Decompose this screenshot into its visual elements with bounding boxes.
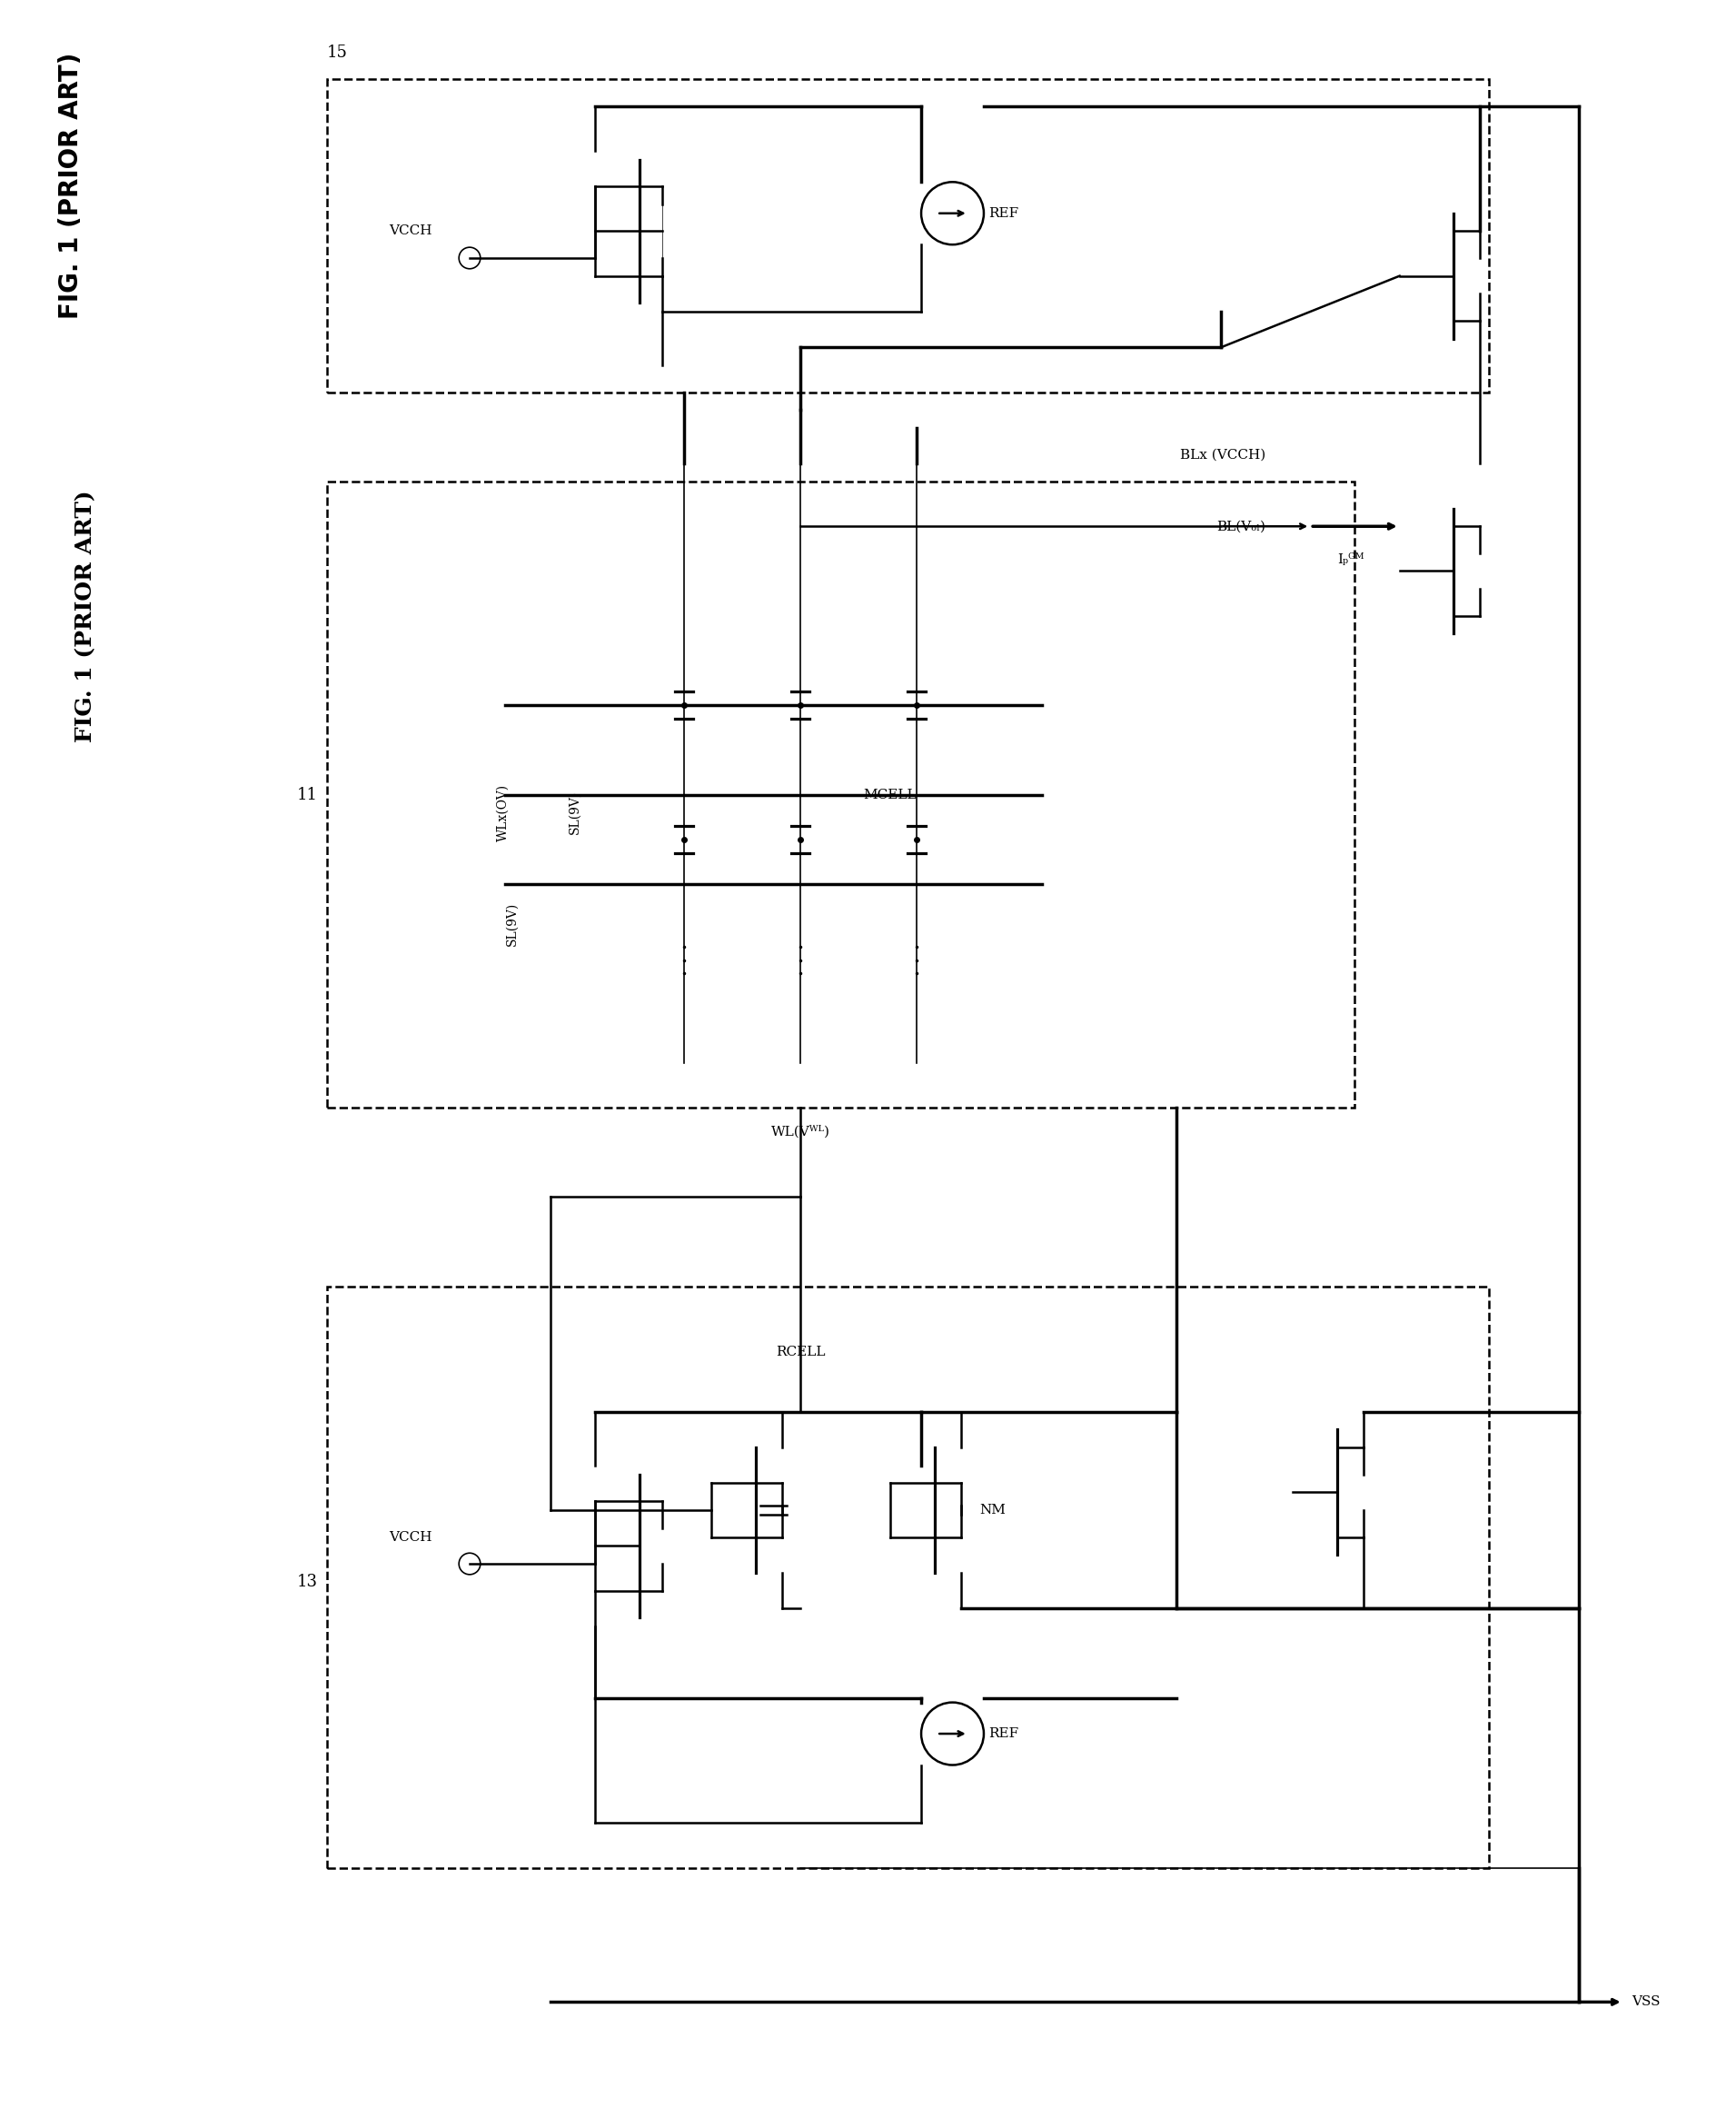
Text: RCELL: RCELL [776,1345,825,1358]
Text: REF: REF [988,207,1019,219]
Text: MCELL: MCELL [863,788,917,801]
Bar [326,481,1354,1107]
Text: VCCH: VCCH [389,226,432,238]
Text: 13: 13 [297,1573,318,1589]
Text: VSS: VSS [1632,1996,1661,2009]
Bar [326,1286,1489,1868]
Text: Iₚᴳᴹ: Iₚᴳᴹ [1337,552,1364,565]
Text: BL(Vₒₗ): BL(Vₒₗ) [1217,521,1266,533]
Bar [326,80,1489,392]
Text: SL(9V): SL(9V) [568,790,582,835]
Text: REF: REF [988,1726,1019,1739]
Text: 11: 11 [297,786,318,803]
Text: FIG. 1 (PRIOR ART): FIG. 1 (PRIOR ART) [59,53,83,318]
Text: VCCH: VCCH [389,1530,432,1543]
Text: FIG. 1 (PRIOR ART): FIG. 1 (PRIOR ART) [75,489,95,742]
Text: BLx (VCCH): BLx (VCCH) [1180,449,1266,462]
Text: WLx(OV): WLx(OV) [496,784,509,841]
Text: SL(9V): SL(9V) [505,902,517,946]
Text: WL(Vᵂᴸ): WL(Vᵂᴸ) [771,1126,830,1138]
Text: NM: NM [979,1503,1005,1516]
Text: 15: 15 [326,44,347,61]
